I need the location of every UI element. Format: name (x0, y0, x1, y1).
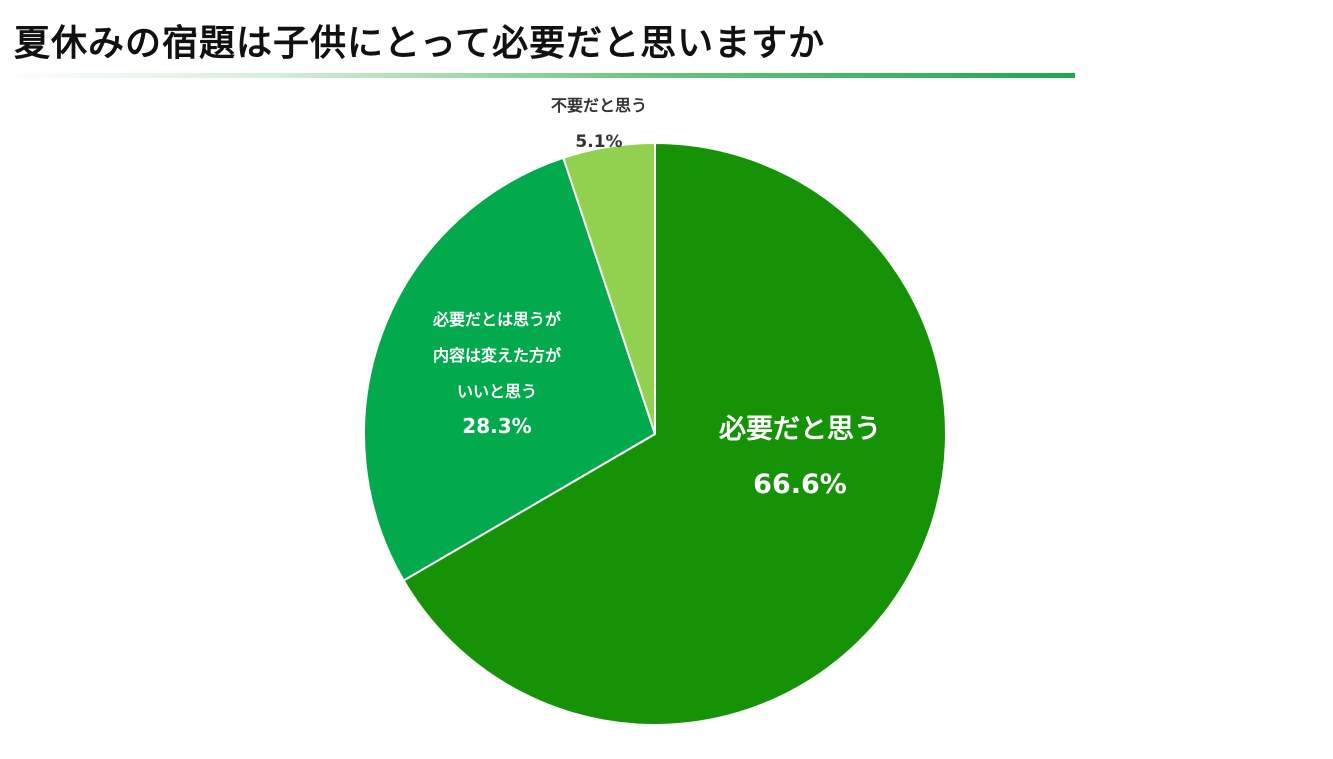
slice-value-label: 28.3% (462, 414, 531, 438)
pie-slice-1 (402, 141, 947, 726)
slice-value-label: 5.1% (575, 132, 622, 152)
slice-value-label: 66.6% (753, 469, 847, 500)
slice-label-line: いいと思う (457, 382, 537, 401)
slice-label-line: 不要だと思う (551, 96, 647, 115)
slice-label-line: 内容は変えた方が (433, 346, 561, 365)
title-underline (0, 73, 1075, 78)
pie-slice-2 (363, 156, 657, 582)
slice-label-line: 必要だとは思うが (432, 310, 561, 329)
chart-title: 夏休みの宿題は子供にとって必要だと思いますか (14, 23, 826, 64)
slice-label-line: 必要だと思う (719, 414, 881, 445)
pie-slice-3 (562, 141, 656, 435)
slice-label-2: 必要だとは思うが内容は変えた方がいいと思う 28.3% (432, 310, 561, 438)
slice-label-3: 不要だと思う 5.1% (551, 96, 647, 152)
slice-label-1: 必要だと思う 66.6% (719, 414, 881, 500)
